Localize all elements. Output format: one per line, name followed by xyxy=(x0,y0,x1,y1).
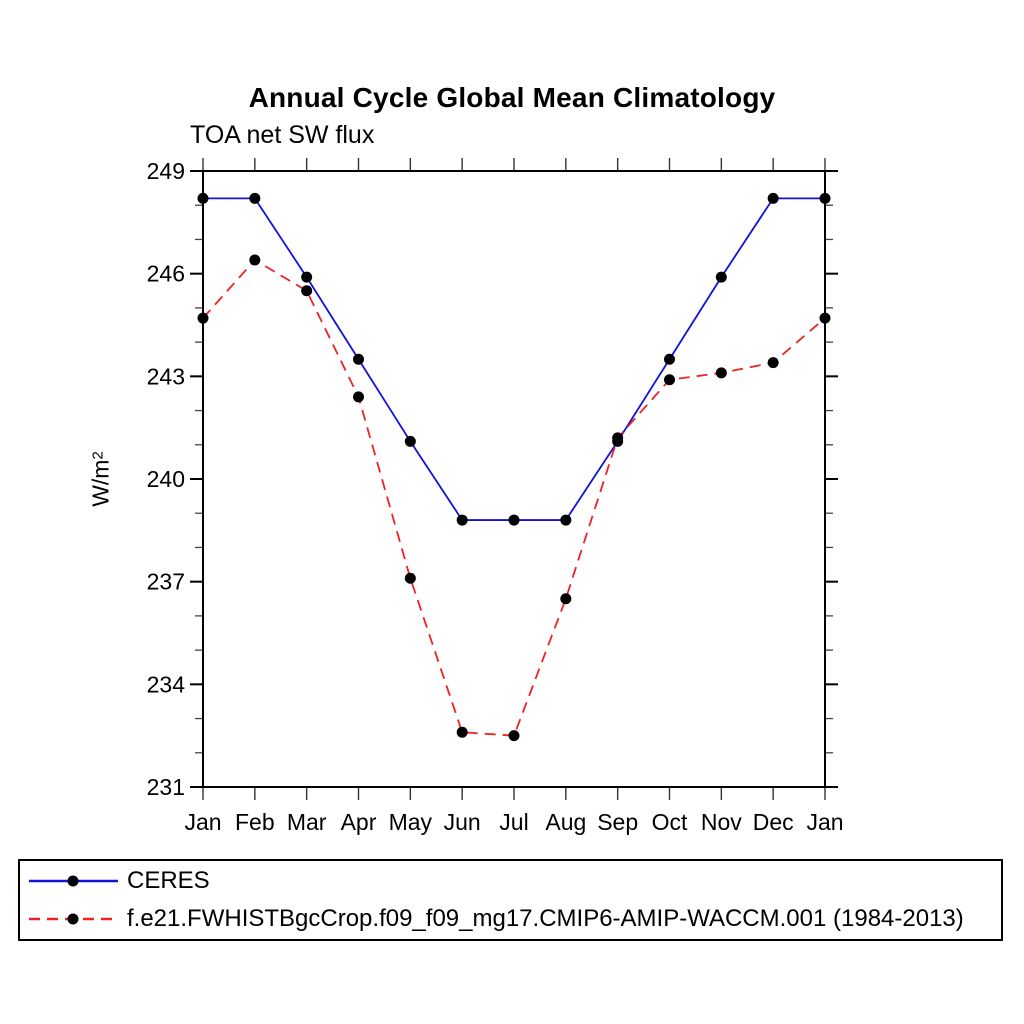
x-tick-label: Nov xyxy=(701,809,742,835)
chart-title: Annual Cycle Global Mean Climatology xyxy=(248,82,776,113)
data-point-marker xyxy=(404,572,416,584)
x-tick-label: Jun xyxy=(444,809,481,835)
x-axis: Jan Feb Mar Apr May Jun Jul Aug Sep Oct Nov Dec Jan xyxy=(184,158,844,835)
data-point-marker xyxy=(301,271,313,283)
y-tick-label: 231 xyxy=(147,774,185,800)
y-tick-label: 246 xyxy=(147,261,185,287)
data-point-marker xyxy=(197,312,209,324)
series-line xyxy=(202,258,826,737)
x-tick-label: Jul xyxy=(499,809,528,835)
data-point-marker xyxy=(767,192,779,204)
data-point-marker xyxy=(664,353,675,365)
x-tick-label: Jan xyxy=(184,809,221,835)
legend-label-ceres: CERES xyxy=(127,867,210,894)
data-point-marker xyxy=(249,192,261,204)
data-point-marker xyxy=(197,192,209,204)
chart-subtitle: TOA net SW flux xyxy=(190,121,375,149)
data-point-marker xyxy=(456,514,468,526)
series-ceres xyxy=(197,192,831,526)
legend-row-model: f.e21.FWHISTBgcCrop.f09_f09_mg17.CMIP6-A… xyxy=(26,901,1001,937)
data-point-marker xyxy=(819,312,831,324)
data-point-marker xyxy=(664,374,675,386)
data-point-marker xyxy=(715,271,727,283)
x-tick-label: Feb xyxy=(235,809,275,835)
data-point-marker xyxy=(353,391,364,403)
data-point-marker xyxy=(249,254,261,266)
data-point-marker xyxy=(819,192,831,204)
data-point-marker xyxy=(404,435,416,447)
x-tick-label: Apr xyxy=(341,809,377,835)
x-tick-label: Dec xyxy=(753,809,794,835)
x-tick-label: Aug xyxy=(545,809,586,835)
data-point-marker xyxy=(301,285,313,297)
series-line xyxy=(203,197,825,521)
series-model xyxy=(197,254,831,742)
x-tick-label: Jan xyxy=(806,809,843,835)
data-point-marker xyxy=(508,514,520,526)
legend-marker-icon xyxy=(67,913,79,925)
x-tick-label: Mar xyxy=(287,809,327,835)
plot-frame xyxy=(202,170,826,788)
data-point-marker xyxy=(715,367,727,379)
y-tick-label: 237 xyxy=(147,569,185,595)
data-point-marker xyxy=(560,593,572,605)
y-tick-label: 243 xyxy=(147,363,185,389)
data-point-marker xyxy=(612,432,624,444)
y-tick-label: 240 xyxy=(147,466,185,492)
legend-marker-icon xyxy=(67,875,79,887)
y-axis: 231 234 237 240 243 246 249 xyxy=(147,158,838,800)
y-tick-label: 249 xyxy=(147,158,185,184)
legend-row-ceres: CERES xyxy=(26,863,1001,899)
data-point-marker xyxy=(508,730,520,742)
legend-label-model: f.e21.FWHISTBgcCrop.f09_f09_mg17.CMIP6-A… xyxy=(127,905,964,932)
legend-sample-ceres xyxy=(29,875,118,887)
x-tick-label: Sep xyxy=(597,809,638,835)
y-tick-label: 234 xyxy=(147,671,186,697)
x-tick-label: Oct xyxy=(652,809,688,835)
data-point-marker xyxy=(560,514,572,526)
legend-sample-model xyxy=(29,913,118,925)
data-point-marker xyxy=(353,353,364,365)
data-point-marker xyxy=(767,357,779,369)
data-point-marker xyxy=(456,726,468,738)
legend: CERES f.e21.FWHISTBgcCrop.f09_f09_mg17.C… xyxy=(18,859,1003,941)
x-tick-label: May xyxy=(389,809,433,835)
